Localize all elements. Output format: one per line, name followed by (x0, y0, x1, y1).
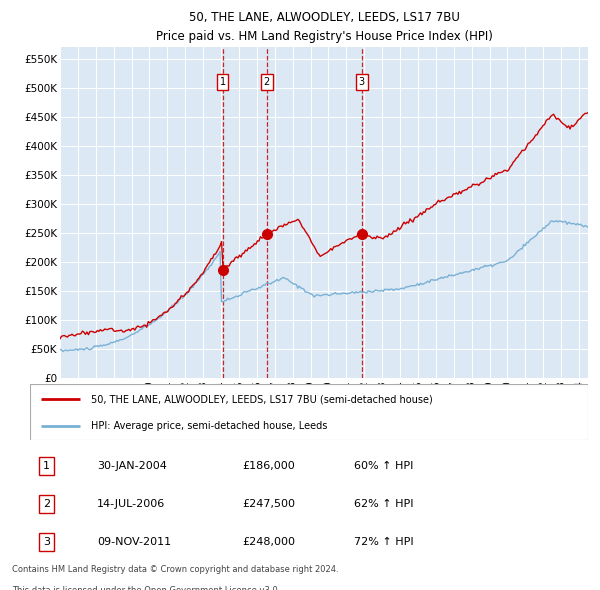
Text: 2: 2 (263, 77, 269, 87)
Text: 30-JAN-2004: 30-JAN-2004 (97, 461, 167, 471)
Text: This data is licensed under the Open Government Licence v3.0.: This data is licensed under the Open Gov… (12, 585, 280, 590)
Text: 72% ↑ HPI: 72% ↑ HPI (353, 537, 413, 547)
Text: 62% ↑ HPI: 62% ↑ HPI (353, 499, 413, 509)
Text: 14-JUL-2006: 14-JUL-2006 (97, 499, 165, 509)
Title: 50, THE LANE, ALWOODLEY, LEEDS, LS17 7BU
Price paid vs. HM Land Registry's House: 50, THE LANE, ALWOODLEY, LEEDS, LS17 7BU… (155, 11, 493, 43)
Text: 3: 3 (359, 77, 365, 87)
Text: £248,000: £248,000 (242, 537, 295, 547)
Text: Contains HM Land Registry data © Crown copyright and database right 2024.: Contains HM Land Registry data © Crown c… (12, 565, 338, 574)
Text: 1: 1 (220, 77, 226, 87)
Text: 09-NOV-2011: 09-NOV-2011 (97, 537, 171, 547)
Text: 3: 3 (43, 537, 50, 547)
Text: 2: 2 (43, 499, 50, 509)
FancyBboxPatch shape (30, 384, 588, 440)
Text: 1: 1 (43, 461, 50, 471)
Text: 50, THE LANE, ALWOODLEY, LEEDS, LS17 7BU (semi-detached house): 50, THE LANE, ALWOODLEY, LEEDS, LS17 7BU… (91, 394, 433, 404)
Text: £247,500: £247,500 (242, 499, 295, 509)
Text: 60% ↑ HPI: 60% ↑ HPI (353, 461, 413, 471)
Text: HPI: Average price, semi-detached house, Leeds: HPI: Average price, semi-detached house,… (91, 421, 328, 431)
Text: £186,000: £186,000 (242, 461, 295, 471)
